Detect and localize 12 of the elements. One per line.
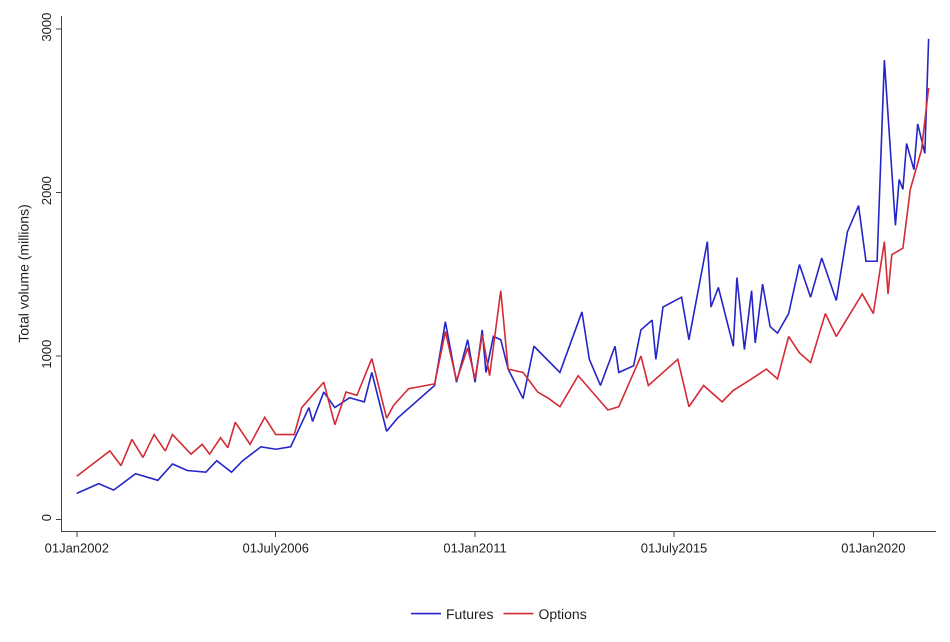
x-tick-label: 01Jan2011 bbox=[443, 540, 507, 556]
legend-label: Futures bbox=[446, 606, 494, 622]
x-tick-label: 01July2006 bbox=[242, 540, 309, 556]
y-tick-label: 0 bbox=[38, 514, 54, 522]
y-tick-label: 3000 bbox=[38, 12, 54, 42]
y-tick-label: 1000 bbox=[38, 340, 54, 369]
legend-label: Options bbox=[538, 606, 587, 622]
y-axis-title: Total volume (millions) bbox=[15, 204, 32, 343]
x-tick-label: 01Jan2020 bbox=[841, 540, 906, 556]
x-tick-label: 01Jan2002 bbox=[44, 540, 109, 556]
y-tick-label: 2000 bbox=[38, 176, 54, 206]
x-tick-label: 01July2015 bbox=[640, 540, 708, 556]
